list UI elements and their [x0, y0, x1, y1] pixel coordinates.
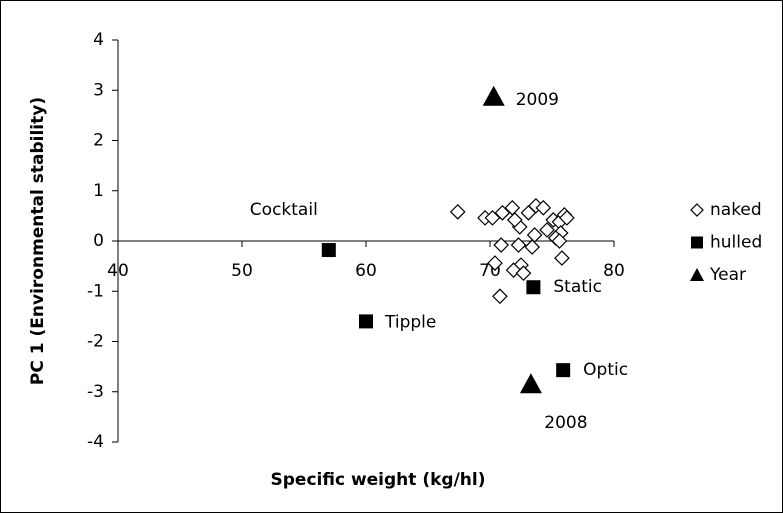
point	[515, 265, 532, 282]
legend-marker	[690, 203, 704, 217]
point	[519, 373, 542, 394]
point	[449, 204, 466, 220]
y-tick-label: -1	[87, 281, 104, 301]
point	[482, 85, 505, 106]
point	[554, 250, 570, 266]
point-label: 2008	[544, 413, 587, 433]
point	[539, 222, 555, 238]
point-label: 2009	[516, 90, 559, 110]
point	[359, 314, 373, 329]
y-tick-label: 4	[93, 30, 104, 50]
y-tick-label: -3	[87, 382, 104, 402]
legend-label: naked	[710, 200, 762, 220]
y-tick-label: 0	[93, 231, 104, 251]
point	[484, 210, 501, 226]
legend-label: hulled	[710, 233, 762, 253]
point	[535, 199, 552, 216]
point-label: Static	[553, 277, 602, 297]
point-label: Tipple	[384, 312, 436, 332]
point	[556, 363, 571, 378]
legend-marker	[691, 236, 703, 249]
point	[506, 212, 523, 228]
y-tick-label: -4	[87, 432, 104, 452]
point-label: Optic	[583, 360, 628, 380]
y-tick-label: -2	[87, 332, 104, 352]
point	[492, 288, 508, 305]
point	[510, 237, 527, 253]
point	[551, 233, 568, 249]
point	[487, 255, 503, 271]
x-tick-label: 50	[231, 261, 253, 281]
point	[559, 210, 575, 226]
x-tick-label: 80	[603, 261, 625, 281]
point-label: Cocktail	[250, 200, 318, 220]
y-tick-label: 1	[93, 181, 104, 201]
point	[526, 280, 541, 295]
point	[493, 237, 510, 253]
y-tick-label: 2	[93, 131, 104, 151]
x-tick-label: 40	[107, 261, 129, 281]
y-tick-label: 3	[93, 80, 104, 100]
legend-label: Year	[709, 265, 746, 285]
point	[321, 243, 336, 258]
point	[494, 205, 511, 221]
x-axis-title: Specific weight (kg/hl)	[271, 470, 486, 490]
legend-marker	[690, 268, 704, 281]
y-axis-title: PC 1 (Environmental stability)	[28, 97, 48, 385]
point	[524, 239, 541, 255]
x-tick-label: 60	[355, 261, 377, 281]
